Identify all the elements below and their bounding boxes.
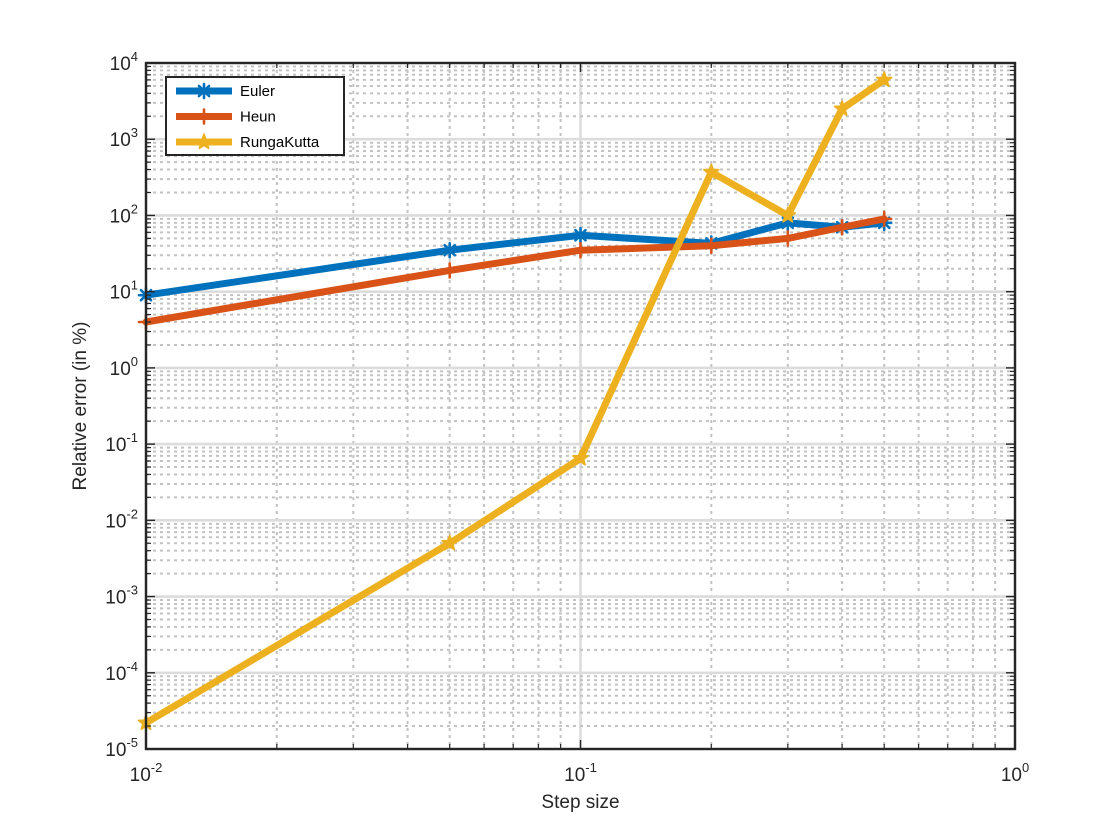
data-point-rungakutta <box>875 71 893 88</box>
y-tick-label: 10-3 <box>105 583 138 609</box>
y-axis-title: Relative error (in %) <box>70 322 91 491</box>
data-point-heun <box>441 262 459 279</box>
grid <box>144 61 1017 751</box>
legend-entry-heun: Heun <box>176 108 276 126</box>
legend-marker <box>195 82 213 100</box>
y-tick-label: 10-5 <box>105 735 138 761</box>
data-point-rungakutta <box>833 100 851 117</box>
legend-label: RungaKutta <box>240 134 320 151</box>
x-tick-label: 100 <box>1001 760 1029 786</box>
ticks <box>145 62 1016 750</box>
series-group <box>137 71 893 731</box>
x-tick-label: 10-2 <box>130 760 163 786</box>
x-tick-label: 10-1 <box>564 760 597 786</box>
legend-marker <box>195 133 213 150</box>
legend-entry-rungakutta: RungaKutta <box>176 133 320 151</box>
y-tick-label: 10-2 <box>105 506 138 532</box>
legend-label: Euler <box>240 83 275 100</box>
legend-marker <box>195 108 213 125</box>
data-point-rungakutta <box>779 206 797 223</box>
data-point-rungakutta <box>572 449 589 466</box>
data-point-heun <box>702 237 720 255</box>
y-tick-label: 102 <box>110 201 138 227</box>
data-point-heun <box>875 210 893 228</box>
y-tick-labels: 10-5 10-4 10-3 10-2 10-1 100 101 102 103 104 <box>105 49 138 761</box>
x-tick-labels: 10-2 10-1 100 <box>130 760 1030 786</box>
data-point-heun <box>572 241 589 259</box>
legend: Euler Heun RungaKutta <box>165 76 345 156</box>
y-tick-label: 10-4 <box>105 659 138 685</box>
series-rungakutta <box>137 71 893 731</box>
y-tick-label: 100 <box>110 354 138 380</box>
data-point-heun <box>779 230 797 247</box>
y-tick-label: 101 <box>110 278 138 304</box>
y-tick-label: 104 <box>110 49 138 75</box>
data-point-heun <box>833 218 851 236</box>
legend-entry-euler: Euler <box>176 82 275 100</box>
y-tick-label: 103 <box>110 125 138 151</box>
data-point-rungakutta <box>702 163 720 180</box>
x-axis-title: Step size <box>541 792 619 813</box>
legend-label: Heun <box>240 109 276 126</box>
data-point-euler <box>572 226 589 244</box>
data-point-rungakutta <box>441 534 459 551</box>
data-point-euler <box>441 241 459 259</box>
y-tick-label: 10-1 <box>105 430 138 456</box>
